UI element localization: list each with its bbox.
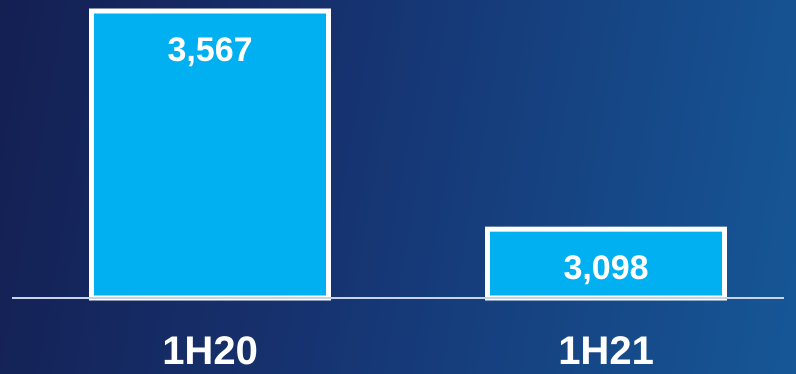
category-label-1h20: 1H20 xyxy=(162,329,258,373)
value-label-1h20: 3,567 xyxy=(167,31,252,69)
category-label-1h21: 1H21 xyxy=(558,329,654,373)
bar-1h20 xyxy=(89,8,331,301)
bars-group xyxy=(89,8,727,301)
labels-group: 3,567 1H20 3,098 1H21 xyxy=(162,31,654,373)
value-label-1h21: 3,098 xyxy=(563,249,648,287)
